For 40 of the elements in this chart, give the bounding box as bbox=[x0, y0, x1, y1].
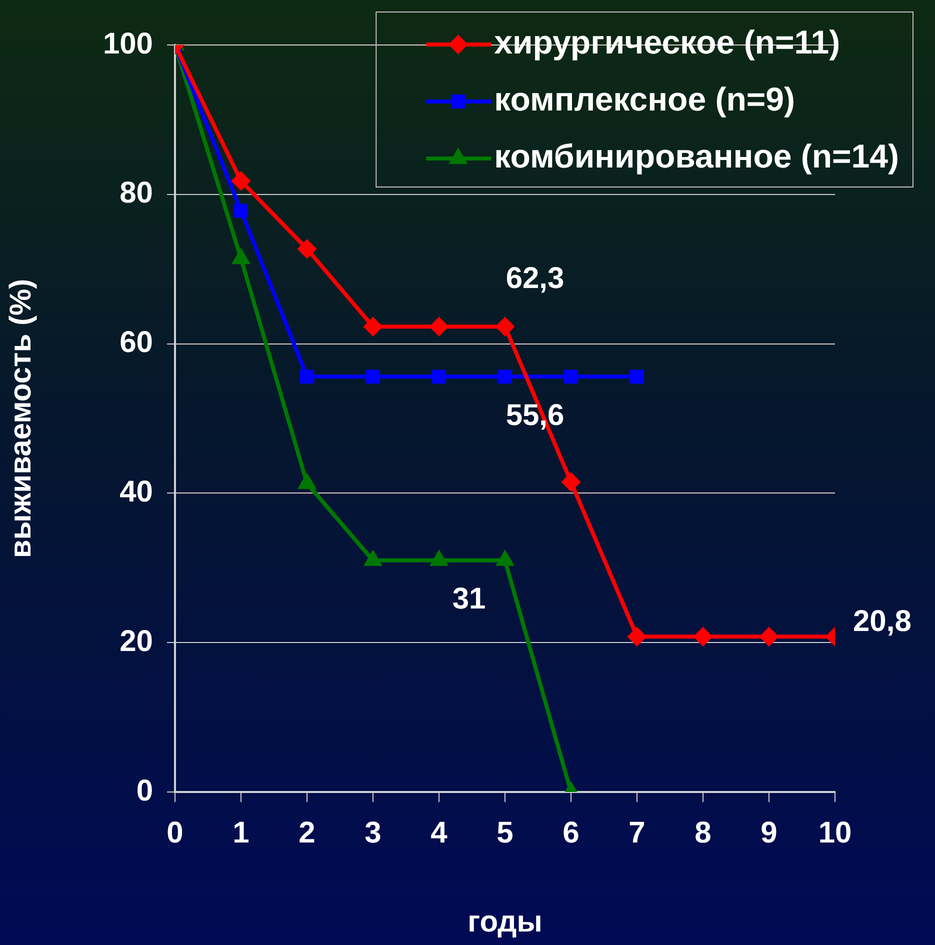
x-tick-label: 1 bbox=[232, 816, 250, 850]
point bbox=[694, 628, 712, 646]
x-axis-title: годы bbox=[468, 905, 542, 938]
y-tick-label: 60 bbox=[120, 326, 153, 360]
y-tick-label: 0 bbox=[136, 774, 153, 808]
legend-label: комбинированное (n=14) bbox=[494, 138, 900, 175]
x-tick-label: 9 bbox=[760, 816, 778, 850]
x-tick-label: 8 bbox=[694, 816, 712, 850]
point bbox=[432, 370, 446, 384]
annotation: 31 bbox=[452, 582, 486, 616]
point bbox=[630, 370, 644, 384]
point bbox=[232, 172, 250, 190]
y-axis-title: выживаемость (%) bbox=[4, 278, 38, 558]
annotation: 20,8 bbox=[853, 604, 912, 638]
y-tick-label: 40 bbox=[120, 475, 153, 508]
legend-label: комплексное (n=9) bbox=[494, 80, 795, 118]
y-tick-label: 80 bbox=[120, 176, 153, 210]
x-tick-label: 7 bbox=[628, 816, 646, 850]
x-tick-label: 6 bbox=[562, 816, 580, 850]
point bbox=[760, 628, 778, 646]
x-tick-label: 3 bbox=[364, 816, 382, 850]
point bbox=[628, 628, 646, 646]
x-tick-label: 10 bbox=[818, 816, 852, 850]
point bbox=[498, 370, 512, 384]
point bbox=[564, 370, 578, 384]
point bbox=[562, 472, 580, 491]
y-tick-label: 100 bbox=[102, 27, 153, 60]
point bbox=[366, 370, 380, 384]
point bbox=[298, 240, 316, 258]
point bbox=[234, 204, 248, 218]
x-tick-label: 2 bbox=[298, 816, 316, 850]
point bbox=[430, 318, 448, 336]
x-tick-label: 5 bbox=[496, 816, 514, 850]
point bbox=[496, 318, 514, 336]
x-tick-label: 4 bbox=[430, 816, 448, 850]
x-tick-label: 0 bbox=[166, 816, 184, 850]
point bbox=[300, 370, 314, 384]
point bbox=[364, 318, 382, 336]
annotation: 62,3 bbox=[506, 262, 564, 295]
y-tick-label: 20 bbox=[120, 624, 153, 658]
